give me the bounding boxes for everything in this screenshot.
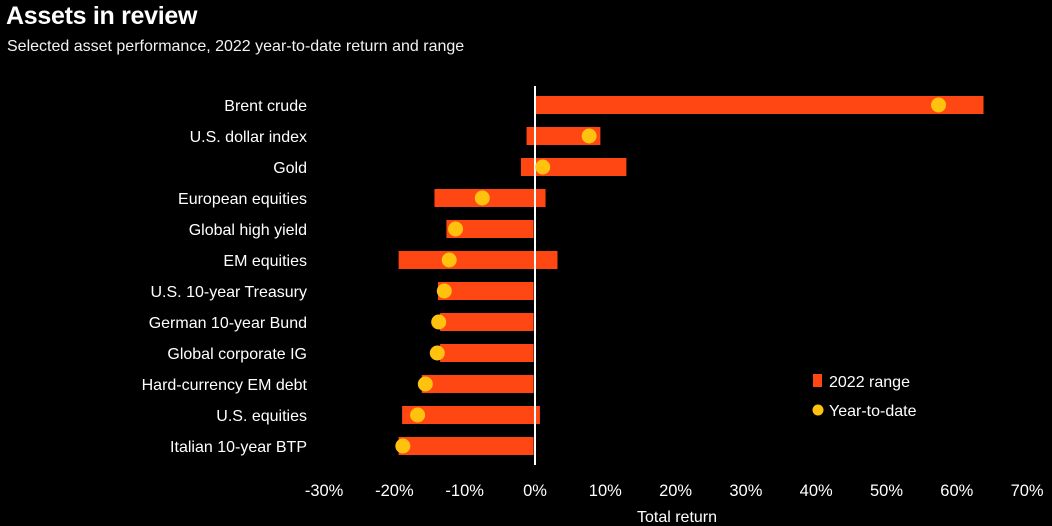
ytd-point bbox=[448, 221, 464, 237]
chart-subtitle: Selected asset performance, 2022 year-to… bbox=[7, 38, 465, 55]
ytd-point bbox=[436, 283, 452, 299]
range-bar bbox=[398, 437, 534, 455]
category-label: U.S. dollar index bbox=[190, 129, 307, 146]
x-tick-label: -30% bbox=[305, 482, 344, 500]
ytd-point bbox=[581, 128, 597, 144]
ytd-point bbox=[429, 345, 445, 361]
ytd-point bbox=[431, 314, 447, 330]
legend-range-swatch bbox=[813, 374, 822, 387]
range-bar bbox=[440, 344, 534, 362]
ytd-point bbox=[535, 159, 551, 175]
range-bar bbox=[440, 313, 534, 331]
x-tick-label: 40% bbox=[800, 482, 833, 500]
legend-ytd-label: Year-to-date bbox=[829, 403, 917, 420]
x-tick-label: -20% bbox=[375, 482, 414, 500]
legend-range-label: 2022 range bbox=[829, 374, 910, 391]
ytd-point bbox=[417, 376, 433, 392]
x-tick-label: 70% bbox=[1011, 482, 1044, 500]
category-label: Italian 10-year BTP bbox=[170, 439, 307, 456]
category-label: German 10-year Bund bbox=[149, 315, 307, 332]
range-bar bbox=[437, 282, 534, 300]
category-label: Hard-currency EM debt bbox=[142, 377, 308, 394]
range-bar bbox=[535, 96, 984, 114]
range-bar bbox=[402, 406, 540, 424]
range-bar bbox=[434, 189, 546, 207]
ytd-point bbox=[395, 438, 411, 454]
x-tick-label: 10% bbox=[589, 482, 622, 500]
x-tick-label: 50% bbox=[870, 482, 903, 500]
category-label: Brent crude bbox=[224, 98, 307, 115]
range-bar bbox=[446, 220, 534, 238]
range-bar bbox=[526, 127, 601, 145]
ytd-point bbox=[441, 252, 457, 268]
legend-ytd-swatch bbox=[812, 404, 824, 416]
category-label: European equities bbox=[178, 191, 307, 208]
ytd-point bbox=[410, 407, 426, 423]
category-label: Gold bbox=[273, 160, 307, 177]
chart-title: Assets in review bbox=[6, 2, 198, 30]
category-label: Global high yield bbox=[189, 222, 307, 239]
x-tick-label: -10% bbox=[445, 482, 484, 500]
x-tick-label: 20% bbox=[659, 482, 692, 500]
x-tick-label: 60% bbox=[940, 482, 973, 500]
ytd-point bbox=[474, 190, 490, 206]
range-bar bbox=[398, 251, 558, 269]
x-tick-label: 30% bbox=[729, 482, 762, 500]
category-label: Global corporate IG bbox=[167, 346, 307, 363]
ytd-point bbox=[931, 97, 947, 113]
range-bar bbox=[421, 375, 534, 393]
x-axis-label: Total return bbox=[637, 509, 717, 526]
category-label: U.S. 10-year Treasury bbox=[151, 284, 308, 301]
category-label: U.S. equities bbox=[216, 408, 307, 425]
category-label: EM equities bbox=[223, 253, 307, 270]
x-tick-label: 0% bbox=[523, 482, 547, 500]
